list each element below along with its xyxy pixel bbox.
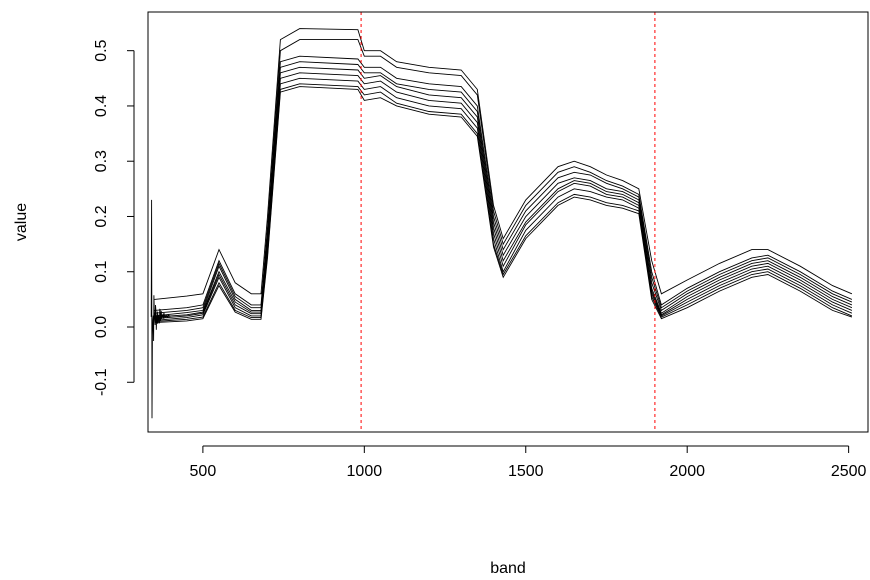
y-tick-label: 0.2 [93,205,110,227]
reference-lines-group [360,12,656,432]
series-group [150,28,853,419]
y-tick-label: 0.1 [93,261,110,283]
plot-frame [147,11,869,433]
series-line [154,86,853,324]
y-axis-title: value [13,203,30,241]
y-tick-label: 0.3 [93,150,110,172]
series-line [154,83,853,322]
y-tick-label: 0.4 [93,95,110,117]
x-tick-label: 1500 [508,463,544,480]
series-line [154,61,853,317]
y-tick-label: 0.0 [93,316,110,338]
x-tick-label: 2000 [669,463,705,480]
y-tick-label: 0.5 [93,39,110,61]
x-tick-label: 2500 [831,463,867,480]
series-line [154,55,853,314]
x-tick-label: 500 [190,463,217,480]
x-axis-title: band [490,560,526,577]
x-tick-label: 1000 [347,463,383,480]
noise-trace [150,199,171,419]
series-line [154,77,853,321]
y-axis: -0.1 0.0 0.1 0.2 0.3 0.4 0.5 [93,39,135,396]
y-tick-label: -0.1 [93,368,110,396]
x-axis: 500 1000 1500 2000 2500 [190,445,867,480]
series-line [154,28,853,300]
series-line [154,66,853,318]
series-line [154,39,853,311]
series-line [154,72,853,320]
